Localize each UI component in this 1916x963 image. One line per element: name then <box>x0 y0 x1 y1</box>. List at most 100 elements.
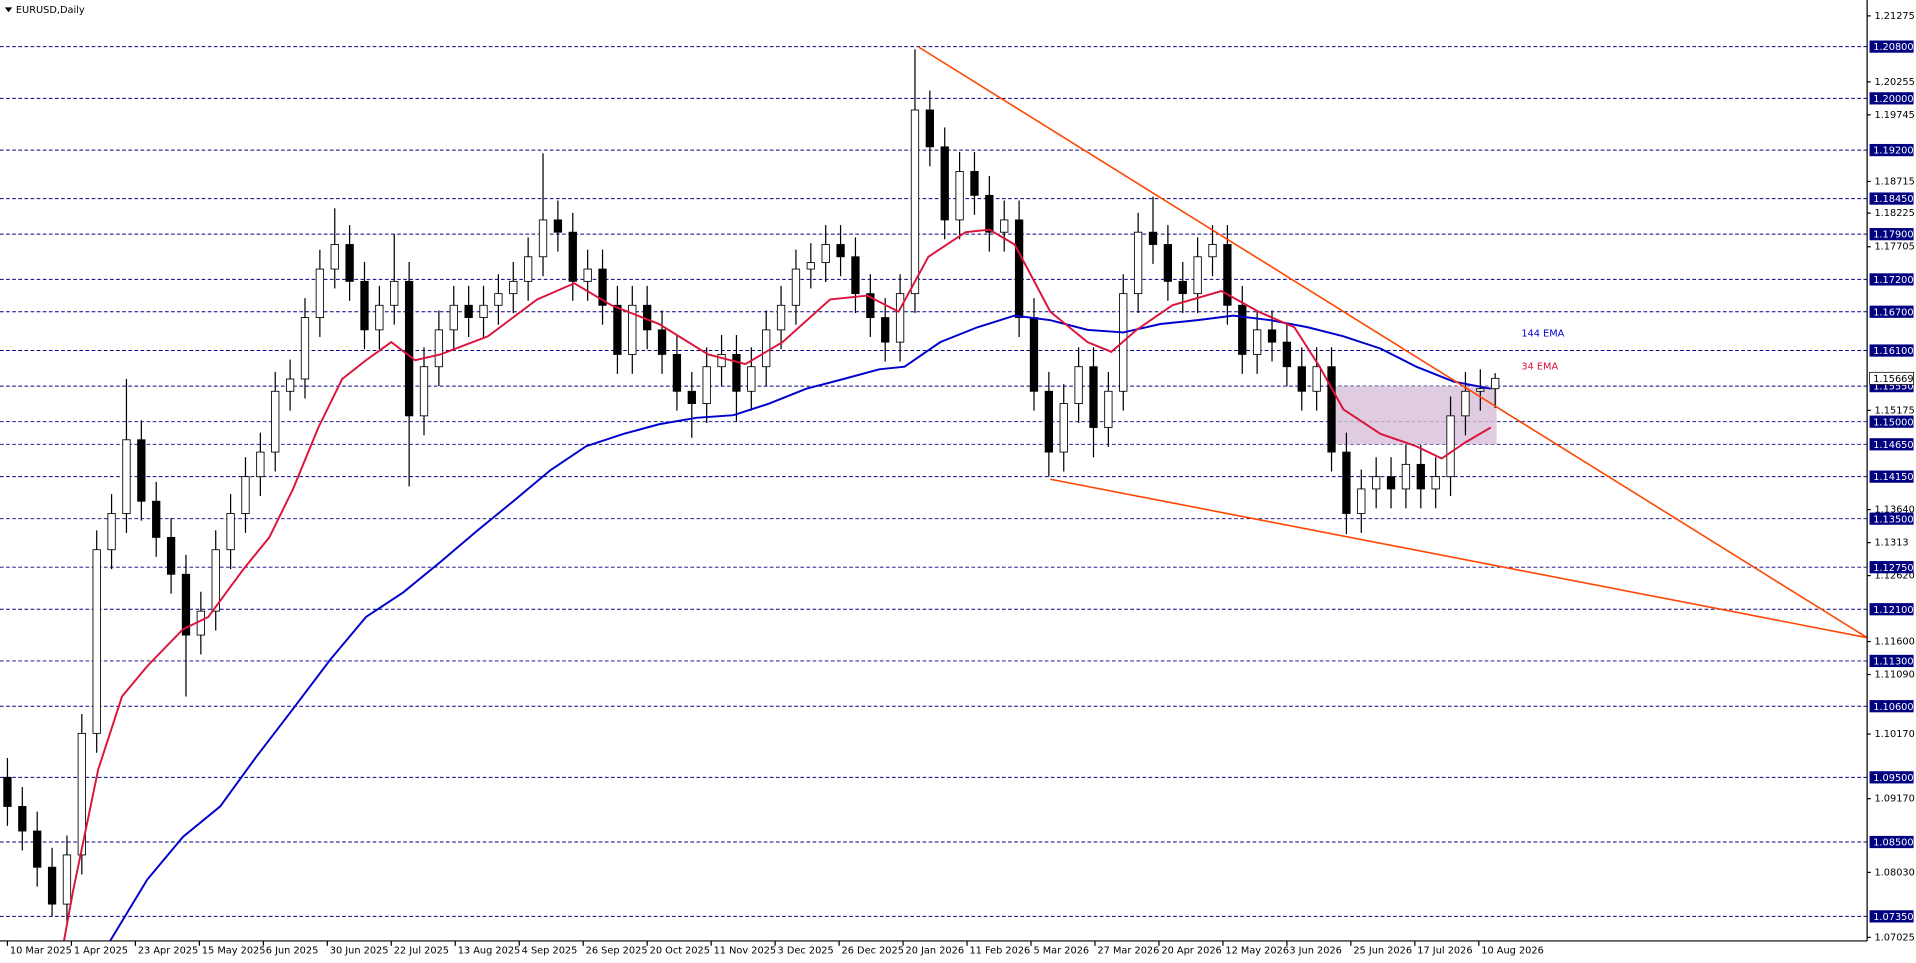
candle-body <box>33 830 42 868</box>
candle-body <box>256 451 265 478</box>
x-tick-label: 3 Jun 2026 <box>1289 946 1342 957</box>
candle-body <box>107 513 116 551</box>
level-label: 1.18450 <box>1873 194 1913 205</box>
level-label: 1.12750 <box>1873 563 1913 574</box>
candle-body <box>821 244 830 264</box>
candle-body <box>1312 366 1321 392</box>
zone <box>1331 386 1497 445</box>
x-tick-label: 1 Apr 2025 <box>74 946 128 957</box>
candle-body <box>1014 219 1024 318</box>
candle-body <box>791 268 801 306</box>
ema-line <box>109 314 1491 941</box>
candle-body <box>62 854 72 905</box>
x-tick-label: 27 Mar 2026 <box>1097 946 1159 957</box>
level-label-box <box>1869 470 1914 483</box>
candle-body <box>419 366 429 417</box>
candle-body <box>1178 280 1187 295</box>
level-label: 1.10600 <box>1873 702 1913 713</box>
candle-body <box>1357 488 1366 514</box>
level-label-box <box>1869 512 1914 525</box>
level-label: 1.17200 <box>1873 275 1913 286</box>
y-tick-label: 1.13640 <box>1874 505 1914 516</box>
level-label: 1.11300 <box>1873 657 1913 668</box>
candle-body <box>1059 403 1068 453</box>
candle-body <box>152 500 161 538</box>
candle-body <box>18 806 27 832</box>
candle-body <box>881 317 890 343</box>
candle-body <box>92 549 101 734</box>
last-price-box <box>1869 371 1914 385</box>
candle-body <box>598 268 607 306</box>
y-tick-label: 1.17705 <box>1874 242 1914 253</box>
candle-body <box>390 280 399 306</box>
candle-body <box>732 353 741 392</box>
candle-body <box>1342 451 1351 514</box>
x-tick-label: 11 Nov 2025 <box>714 946 777 957</box>
candle-body <box>1431 476 1440 490</box>
x-tick-label: 10 Mar 2025 <box>10 946 72 957</box>
candle-body <box>404 280 414 417</box>
candle-body <box>1148 231 1158 245</box>
ema-label: 34 EMA <box>1521 362 1558 373</box>
candle-body <box>1044 390 1054 453</box>
level-label-box <box>1869 415 1914 428</box>
candle-body <box>226 513 235 551</box>
candle-body <box>434 329 444 368</box>
x-tick-label: 11 Feb 2026 <box>969 946 1030 957</box>
candle-body <box>955 170 964 221</box>
level-label: 1.12100 <box>1873 605 1913 616</box>
level-label: 1.16100 <box>1873 346 1913 357</box>
x-tick-label: 23 Apr 2025 <box>138 946 198 957</box>
candle-body <box>479 304 488 318</box>
candle-body <box>524 256 533 282</box>
level-label: 1.19200 <box>1873 146 1913 157</box>
candle-body <box>1000 219 1009 233</box>
candle-body <box>330 244 339 270</box>
x-tick-label: 15 May 2025 <box>202 946 266 957</box>
candle-body <box>1267 329 1277 343</box>
candle-body <box>1386 476 1396 490</box>
x-tick-label: 5 Mar 2026 <box>1033 946 1089 957</box>
candle-body <box>538 219 548 258</box>
level-label-box <box>1869 438 1914 451</box>
candle-body <box>122 439 131 514</box>
x-tick-label: 17 Jul 2026 <box>1417 946 1472 957</box>
candle-body <box>1193 256 1202 295</box>
level-label-box <box>1869 305 1914 318</box>
candle-body <box>657 329 667 355</box>
candle-body <box>1163 244 1173 282</box>
candle-body <box>271 390 280 453</box>
y-tick-label: 1.12620 <box>1874 571 1914 582</box>
candle-body <box>494 293 503 306</box>
candle-body <box>1238 304 1247 355</box>
trendline <box>917 45 1868 639</box>
level-label-box <box>1869 771 1914 784</box>
level-label: 1.07350 <box>1873 912 1913 923</box>
candle-body <box>360 280 369 331</box>
x-tick-label: 26 Dec 2025 <box>842 946 904 957</box>
level-label: 1.14150 <box>1873 472 1913 483</box>
candle-body <box>1401 463 1411 490</box>
candle-body <box>628 304 637 355</box>
x-tick-label: 10 Aug 2026 <box>1481 946 1544 957</box>
menu-triangle[interactable] <box>4 7 13 13</box>
candle-body <box>449 304 458 331</box>
y-tick-label: 1.11090 <box>1874 670 1914 681</box>
candle-body <box>1223 244 1232 306</box>
candle-body <box>1372 476 1381 490</box>
x-tick-label: 26 Sep 2025 <box>586 946 648 957</box>
candle-body <box>375 304 384 331</box>
x-tick-label: 6 Jun 2025 <box>266 946 319 957</box>
y-tick-label: 1.11600 <box>1874 637 1914 648</box>
candle-body <box>1461 390 1470 417</box>
candle-body <box>1491 377 1500 390</box>
candle-body <box>1074 366 1083 405</box>
candle-body <box>509 280 518 295</box>
y-tick-label: 1.20255 <box>1874 77 1914 88</box>
candle-body <box>866 293 875 318</box>
candle-body <box>702 366 711 405</box>
level-label-box <box>1869 835 1914 849</box>
candle-body <box>910 109 920 295</box>
